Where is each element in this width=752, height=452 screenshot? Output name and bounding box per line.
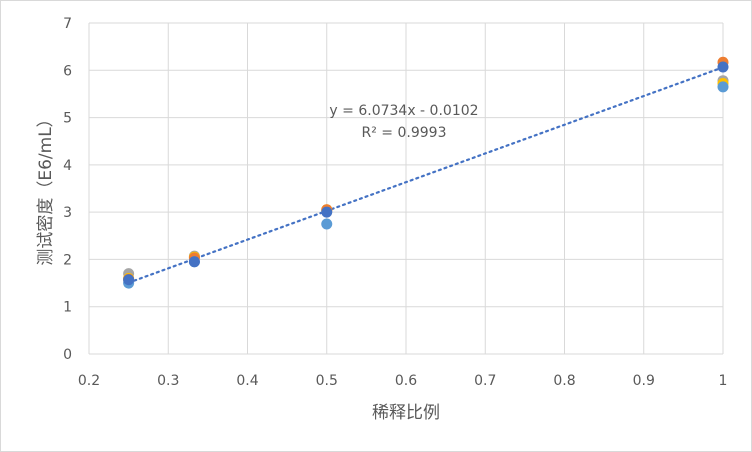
y-tick-label: 1 (63, 300, 72, 316)
y-tick-label: 6 (63, 63, 72, 79)
y-tick-label: 5 (63, 111, 72, 127)
data-point-series-5 (717, 61, 729, 73)
x-axis-label: 稀释比例 (372, 403, 440, 423)
y-tick-label: 3 (63, 205, 72, 221)
x-tick-label: 0.4 (236, 373, 258, 389)
x-tick-label: 0.7 (474, 373, 496, 389)
data-point-series-5 (123, 274, 135, 286)
x-tick-label: 0.2 (78, 373, 100, 389)
y-axis-label: 测试密度（E6/mL） (36, 110, 56, 265)
x-tick-label: 0.8 (553, 373, 575, 389)
data-point-series-4 (321, 218, 333, 230)
x-tick-label: 0.6 (395, 373, 417, 389)
y-tick-label: 2 (63, 252, 72, 268)
x-tick-label: 0.3 (157, 373, 179, 389)
x-tick-label: 0.5 (316, 373, 338, 389)
x-tick-label: 0.9 (633, 373, 655, 389)
y-tick-label: 7 (63, 16, 72, 32)
trendline-r-squared: R² = 0.9993 (362, 125, 447, 141)
x-tick-label: 1 (719, 373, 728, 389)
y-tick-label: 0 (63, 347, 72, 363)
data-point-series-4 (717, 81, 729, 93)
data-point-series-5 (321, 206, 333, 218)
data-point-series-5 (188, 256, 200, 268)
trendline-equation: y = 6.0734x - 0.0102 (329, 103, 478, 119)
y-tick-label: 4 (63, 158, 72, 174)
